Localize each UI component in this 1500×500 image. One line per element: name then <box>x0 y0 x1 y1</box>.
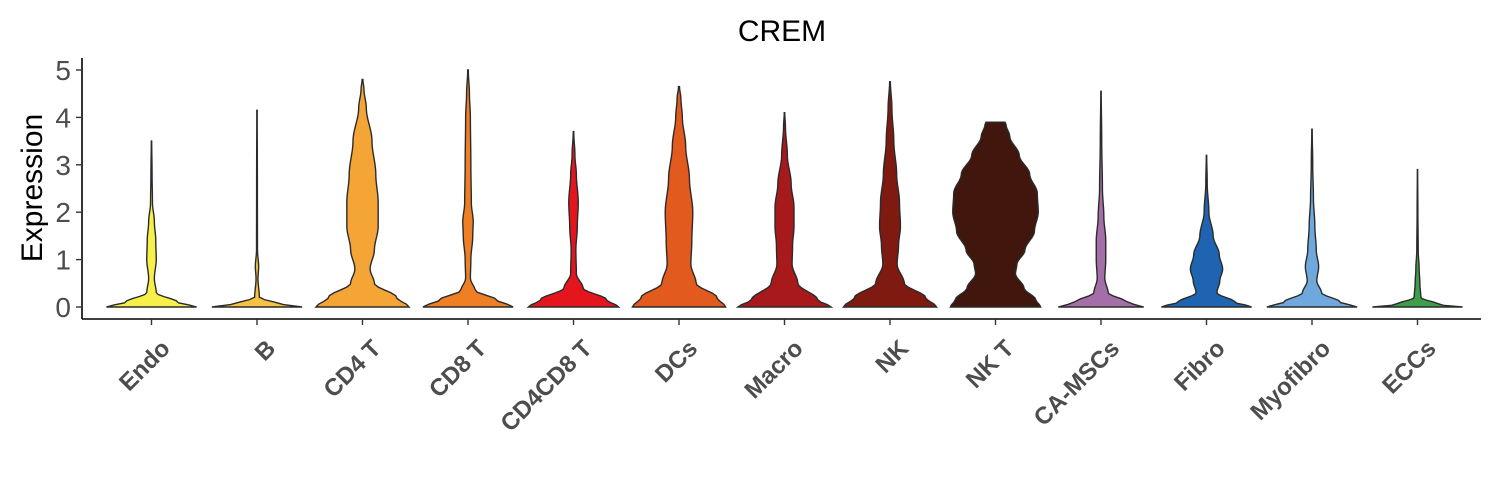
violin-nk-t <box>949 121 1042 308</box>
y-tick-label: 0 <box>55 292 71 323</box>
violin-cd4cd8-t <box>526 130 621 308</box>
x-tick-label: ECCs <box>1377 335 1441 399</box>
violin-nk <box>841 81 939 308</box>
x-tick-label: DCs <box>650 335 703 388</box>
violin-macro <box>735 111 834 308</box>
x-tick-label: NK <box>871 335 915 379</box>
chart-title: CREM <box>738 15 826 48</box>
x-tick-label: CA-MSCs <box>1029 335 1125 431</box>
y-tick-label: 3 <box>55 150 71 181</box>
x-tick-label: B <box>250 335 281 366</box>
violin-cd8-t <box>422 69 514 308</box>
y-tick-label: 5 <box>55 55 71 86</box>
violin-fibro <box>1161 154 1252 308</box>
violin-dcs <box>631 85 727 308</box>
violin-cd4-t <box>314 78 411 308</box>
violin-ca-mscs <box>1058 90 1144 308</box>
violin-b <box>211 109 303 308</box>
violin-endo <box>106 140 197 308</box>
x-tick-label: Myofibro <box>1245 335 1336 426</box>
x-tick-label: Endo <box>114 335 176 397</box>
violin-eccs <box>1372 168 1463 308</box>
y-axis-label: Expression <box>16 114 49 262</box>
x-tick-label: CD4 T <box>318 335 386 403</box>
y-axis-ticks: 0 1 2 3 4 5 <box>55 55 82 323</box>
y-tick-label: 2 <box>55 197 71 228</box>
x-tick-label: CD4CD8 T <box>496 335 598 437</box>
x-tick-label: NK T <box>961 335 1020 394</box>
violin-myofibro <box>1266 128 1358 308</box>
y-tick-label: 1 <box>55 245 71 276</box>
x-axis-ticks: Endo B CD4 T CD8 T CD4CD8 T DCs Macro NK NK T CA-… <box>114 319 1442 437</box>
x-tick-label: Macro <box>740 335 809 404</box>
violin-group <box>106 69 1463 308</box>
x-tick-label: CD8 T <box>424 335 492 403</box>
y-tick-label: 4 <box>55 102 71 133</box>
x-tick-label: Fibro <box>1169 335 1231 397</box>
